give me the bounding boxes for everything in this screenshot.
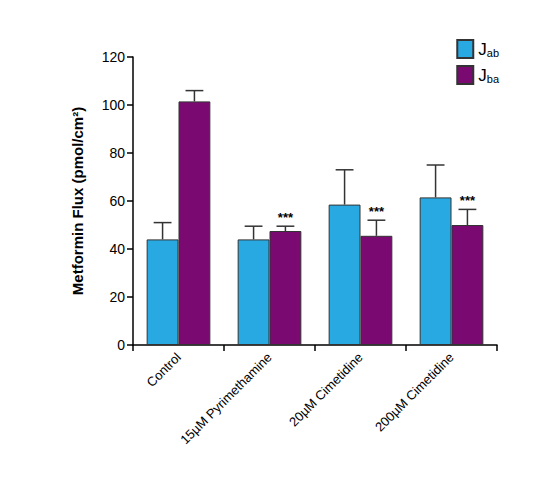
svg-text:***: *** bbox=[278, 210, 294, 225]
svg-text:120: 120 bbox=[102, 49, 126, 65]
svg-text:20µM Cimetidine: 20µM Cimetidine bbox=[286, 350, 366, 430]
svg-text:ba: ba bbox=[487, 73, 500, 85]
svg-text:200µM Cimetidine: 200µM Cimetidine bbox=[372, 350, 457, 435]
svg-text:J: J bbox=[478, 40, 487, 59]
svg-text:ab: ab bbox=[487, 47, 499, 59]
svg-text:Control: Control bbox=[144, 350, 184, 390]
svg-text:J: J bbox=[478, 66, 487, 85]
svg-text:80: 80 bbox=[109, 145, 125, 161]
svg-text:40: 40 bbox=[109, 241, 125, 257]
svg-text:Metformin Flux (pmol/cm²): Metformin Flux (pmol/cm²) bbox=[69, 107, 86, 295]
svg-text:15µM Pyrimethamine: 15µM Pyrimethamine bbox=[177, 350, 275, 448]
svg-text:60: 60 bbox=[109, 193, 125, 209]
svg-text:***: *** bbox=[369, 204, 385, 219]
svg-text:0: 0 bbox=[117, 337, 125, 353]
svg-text:20: 20 bbox=[109, 289, 125, 305]
svg-text:100: 100 bbox=[102, 97, 126, 113]
svg-text:***: *** bbox=[460, 193, 476, 208]
